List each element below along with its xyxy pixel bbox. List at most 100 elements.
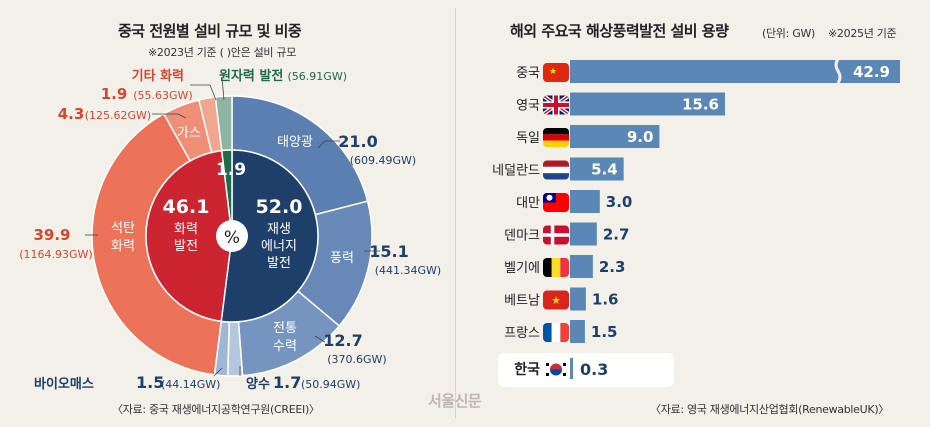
- wind-ring-label: 풍력: [330, 251, 354, 266]
- renewable-label-line3: 발전: [267, 256, 291, 271]
- bio-value: 1.5: [136, 373, 164, 392]
- left-chart-subtitle: ※2023년 기준 ( )안은 설비 규모: [148, 46, 297, 59]
- bar-netherlands: [570, 157, 624, 181]
- renewable-label-line1: 재생: [267, 222, 291, 237]
- country-label: 덴마크: [504, 229, 540, 244]
- nuclear-name: 원자력 발전: [219, 68, 283, 84]
- leader-lines: [85, 77, 380, 377]
- right-chart-unit-note: (단위: GW): [762, 27, 816, 40]
- thermal-label-line1: 화력: [174, 222, 198, 237]
- bar-france: [570, 320, 585, 343]
- bar-vietnam: [570, 287, 586, 311]
- solar-value: 21.0: [338, 132, 377, 151]
- netherlands-flag-icon: [543, 160, 569, 180]
- bar-china: [570, 60, 900, 83]
- bar-value-label: 15.6: [682, 96, 719, 114]
- bar-value-label: 2.7: [603, 226, 630, 244]
- solar-leader-line: [317, 140, 340, 149]
- bars-group: 중국 ★ 42.9 영국 15.6 독일 9.0 네덜란드 5.4 대만 3.0 덴마크 2.7 벨기에 2…: [492, 58, 900, 379]
- country-label: 중국: [516, 66, 540, 81]
- country-label: 독일: [516, 131, 540, 146]
- hydro-leader-line: [314, 335, 326, 343]
- korea-highlight-box: [498, 353, 674, 387]
- bar-value-label: 1.6: [592, 291, 619, 309]
- wind-value: 15.1: [369, 242, 408, 261]
- renewable-label-line2: 에너지: [261, 239, 297, 254]
- nuclear-leader-line: [221, 77, 225, 101]
- svg-text:★: ★: [549, 67, 557, 77]
- hydro-value: 12.7: [323, 331, 362, 350]
- bar-value-label: 9.0: [627, 128, 654, 146]
- bar-value-label: 42.9: [853, 63, 890, 81]
- taiwan-flag-icon: [543, 193, 569, 212]
- panel-divider: [455, 8, 456, 418]
- bar-value-label: 1.5: [591, 323, 618, 341]
- donut-chart: % 46.1 화력 발전 52.0 재생 에너지 발전 1.9 석탄 화력 가스…: [19, 68, 441, 392]
- right-panel: 해외 주요국 해상풍력발전 설비 용량 (단위: GW) ※2025년 기준 중…: [460, 0, 930, 427]
- country-label: 대만: [516, 196, 540, 211]
- solar-capacity: (609.49GW): [350, 154, 416, 167]
- right-chart-title: 해외 주요국 해상풍력발전 설비 용량: [510, 22, 729, 40]
- bar-value-label: 0.3: [580, 360, 608, 379]
- hydro-ring-label-line1: 전통: [273, 321, 297, 336]
- nuclear-total-value: 1.9: [216, 160, 246, 180]
- center-percent-symbol: %: [224, 228, 240, 248]
- country-label: 한국: [514, 362, 540, 378]
- bar-chart: 중국 ★ 42.9 영국 15.6 독일 9.0 네덜란드 5.4 대만 3.0 덴마크 2.7 벨기에 2…: [492, 58, 900, 387]
- coal-value: 39.9: [33, 226, 70, 244]
- thermal-total-value: 46.1: [163, 196, 210, 218]
- gas-ring-label: 가스: [177, 126, 201, 141]
- bar-value-label: 3.0: [606, 193, 633, 211]
- other-thermal-capacity: (55.63GW): [133, 89, 192, 102]
- coal-capacity: (1164.93GW): [19, 248, 92, 261]
- wind-capacity: (441.34GW): [375, 264, 441, 277]
- country-label: 영국: [516, 99, 540, 114]
- belgium-flag-icon: [543, 258, 569, 277]
- country-label: 베트남: [504, 294, 540, 309]
- pumped-capacity: (50.94GW): [301, 378, 360, 391]
- france-flag-icon: [543, 323, 569, 342]
- right-chart-basis-note: ※2025년 기준: [828, 27, 897, 40]
- axis-break-mark: [834, 58, 842, 84]
- coal-ring-label-line1: 석탄: [111, 221, 135, 236]
- bio-name: 바이오매스: [34, 376, 94, 392]
- other-thermal-name: 기타 화력: [132, 68, 184, 84]
- bar-taiwan: [570, 190, 600, 213]
- left-chart-source: 〈자료: 중국 재생에너지공학연구원(CREEI)〉: [112, 403, 320, 416]
- renewable-total-value: 52.0: [256, 196, 303, 218]
- denmark-flag-icon: [543, 225, 569, 245]
- hydro-ring-label-line2: 수력: [273, 339, 297, 354]
- vietnam-flag-icon: ★: [543, 290, 569, 310]
- bar-uk: [570, 92, 725, 116]
- left-panel: 중국 전원별 설비 규모 및 비중 ※2023년 기준 ( )안은 설비 규모 …: [0, 0, 452, 427]
- thermal-label-line2: 발전: [174, 239, 198, 254]
- bio-capacity: (44.14GW): [161, 378, 220, 391]
- gas-leader-line: [152, 113, 187, 119]
- center-circle: [216, 220, 248, 252]
- solar-ring-label: 태양광: [277, 135, 313, 150]
- uk-flag-icon: [543, 95, 569, 115]
- other-leader-line: [190, 84, 217, 101]
- country-label: 네덜란드: [492, 164, 540, 179]
- nuclear-capacity: (56.91GW): [288, 70, 347, 83]
- gas-value: 4.3: [58, 105, 85, 123]
- country-label: 프랑스: [504, 326, 540, 341]
- pumped-value: 1.7: [273, 373, 301, 392]
- bar-denmark: [570, 222, 597, 246]
- watermark-logo: 서울신문: [428, 392, 482, 410]
- china-flag-icon: ★: [543, 63, 569, 82]
- bar-korea: [570, 358, 573, 379]
- bar-value-label: 5.4: [591, 161, 618, 179]
- hydro-capacity: (370.6GW): [327, 353, 386, 366]
- bar-belgium: [570, 255, 593, 278]
- bar-germany: [570, 125, 660, 148]
- pumped-name: 양수: [246, 377, 270, 392]
- left-chart-title: 중국 전원별 설비 규모 및 비중: [118, 22, 302, 40]
- korea-flag-icon: [543, 360, 569, 379]
- bar-value-label: 2.3: [599, 258, 626, 276]
- bio-leader-line: [213, 367, 223, 377]
- svg-text:★: ★: [551, 294, 561, 307]
- gas-capacity: (125.62GW): [85, 109, 151, 122]
- right-chart-source: 〈자료: 영국 재생에너지산업협회(RenewableUK)〉: [650, 403, 890, 416]
- other-thermal-value: 1.9: [101, 85, 128, 103]
